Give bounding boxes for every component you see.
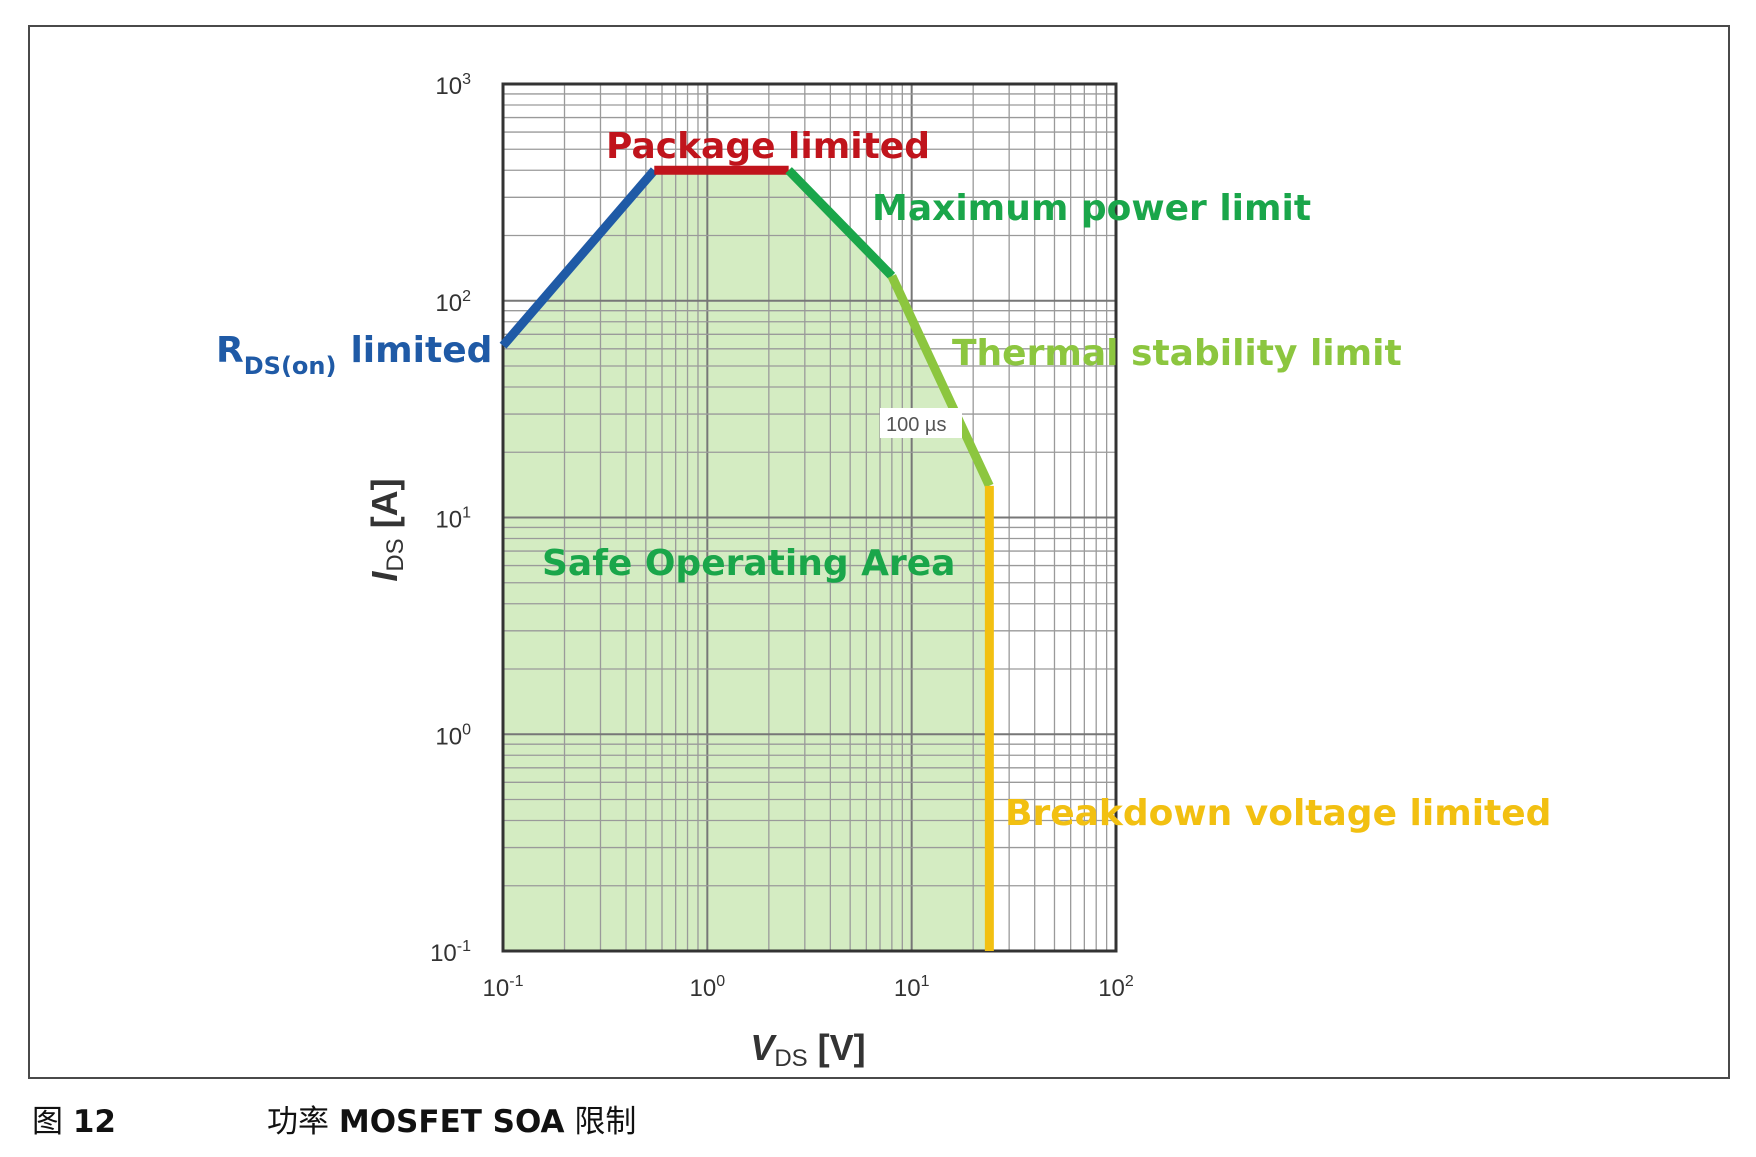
annotation-package-limited: Package limited bbox=[606, 126, 930, 167]
annotation-pulse-duration: 100 µs bbox=[886, 414, 946, 436]
y-tick-label: 100 bbox=[435, 721, 471, 750]
series-line-thermal-stability-limit bbox=[887, 274, 994, 488]
series-line-rds-on-limited bbox=[499, 167, 658, 349]
y-tick-label: 101 bbox=[435, 505, 471, 534]
x-tick-label: 101 bbox=[894, 973, 930, 1002]
figure-title: 功率 MOSFET SOA 限制 bbox=[267, 1104, 637, 1140]
annotation-breakdown-voltage-limited: Breakdown voltage limited bbox=[1005, 793, 1551, 834]
x-tick-label: 10-1 bbox=[483, 973, 524, 1002]
figure-caption: 图 12 功率 MOSFET SOA 限制 bbox=[32, 1088, 1722, 1140]
series-line-maximum-power-limit bbox=[785, 167, 896, 280]
y-axis-label: IDS [A] bbox=[364, 478, 409, 581]
y-tick-label: 102 bbox=[435, 288, 471, 317]
y-tick-label: 103 bbox=[435, 71, 471, 100]
annotation-safe-operating-area: Safe Operating Area bbox=[542, 543, 955, 584]
x-axis-label: VDS [V] bbox=[750, 1027, 865, 1072]
figure-number: 图 12 bbox=[32, 1104, 116, 1140]
x-tick-label: 102 bbox=[1098, 973, 1134, 1002]
annotation-rds-on-limited: RDS(on) limited bbox=[216, 330, 492, 380]
pulse-label-background bbox=[880, 408, 962, 438]
y-tick-label: 10-1 bbox=[430, 938, 471, 967]
annotation-thermal-stability-limit: Thermal stability limit bbox=[952, 333, 1402, 374]
x-tick-label: 100 bbox=[690, 973, 726, 1002]
annotation-maximum-power-limit: Maximum power limit bbox=[872, 188, 1311, 229]
plot-frame bbox=[501, 82, 1118, 953]
